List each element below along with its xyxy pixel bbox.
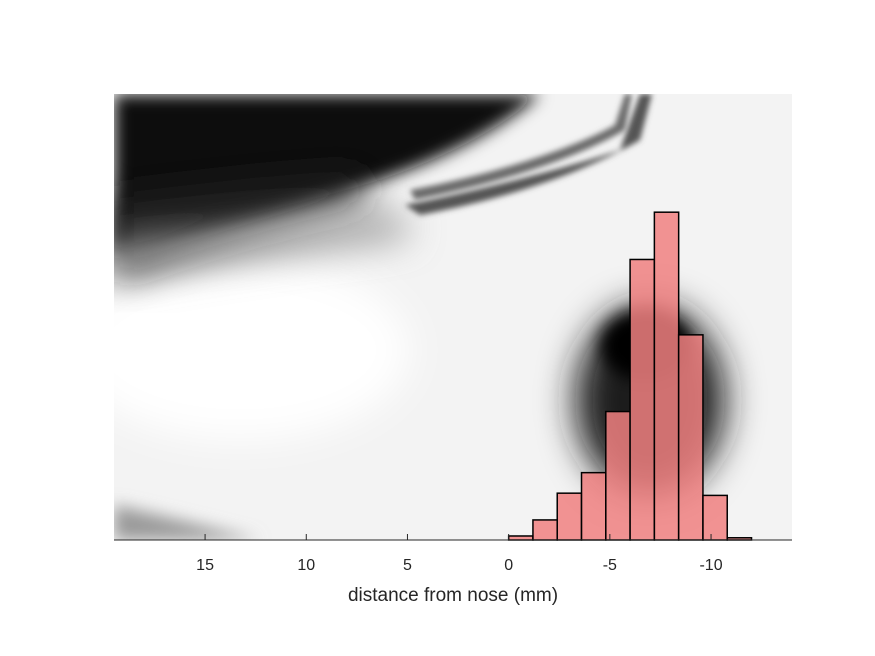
histogram-bar <box>677 334 704 541</box>
x-tick-label: 5 <box>403 557 412 574</box>
x-tick-label: -5 <box>603 557 617 574</box>
x-tick-label: 0 <box>504 557 513 574</box>
histogram-bar <box>702 494 728 541</box>
x-tick-label: -10 <box>699 557 722 574</box>
histogram-bar <box>580 471 607 541</box>
histogram-bar <box>629 258 656 541</box>
x-tick-label: 15 <box>196 557 214 574</box>
histogram-bar <box>532 519 558 541</box>
x-tick-label: 10 <box>297 557 315 574</box>
x-axis-label: distance from nose (mm) <box>348 585 558 606</box>
x-axis-ticks: 15 10 5 0 -5 -10 <box>196 534 723 574</box>
histogram-bar <box>556 492 583 541</box>
histogram-bar <box>605 410 631 541</box>
histogram-bar <box>653 211 680 541</box>
histogram-bar <box>507 535 534 541</box>
